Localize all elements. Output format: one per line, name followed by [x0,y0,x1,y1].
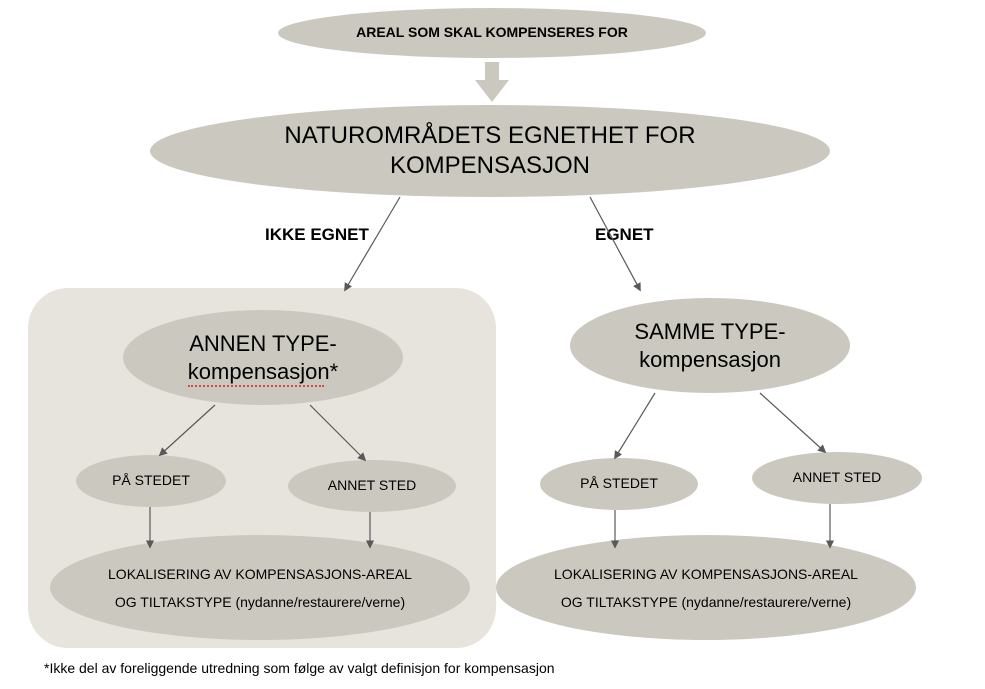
node-right-mid-line1: SAMME TYPE- [634,318,785,346]
node-left-mid: ANNEN TYPE- kompensasjon* [123,310,403,405]
footnote-text: *Ikke del av foreliggende utredning som … [44,660,555,676]
node-left-mid-line2: kompensasjon* [188,358,338,386]
node-right-a: PÅ STEDET [540,458,698,510]
node-top: AREAL SOM SKAL KOMPENSERES FOR [278,8,706,58]
node-right-a-text: PÅ STEDET [580,475,658,493]
node-left-bottom: LOKALISERING AV KOMPENSASJONS-AREAL OG T… [50,535,470,640]
node-left-bottom-line2: OG TILTAKSTYPE (nydanne/restaurere/verne… [108,588,412,616]
thick-arrow-icon [475,62,509,102]
branch-label-right: EGNET [595,225,654,245]
branch-label-left: IKKE EGNET [265,225,369,245]
branch-label-right-text: EGNET [595,225,654,244]
node-main-line2: KOMPENSASJON [284,151,695,181]
node-right-bottom-line2: OG TILTAKSTYPE (nydanne/restaurere/verne… [554,588,858,616]
branch-label-left-text: IKKE EGNET [265,225,369,244]
node-left-b-text: ANNET STED [328,477,416,495]
node-main: NATUROMRÅDETS EGNETHET FOR KOMPENSASJON [150,105,830,197]
node-right-bottom-line1: LOKALISERING AV KOMPENSASJONS-AREAL [554,560,858,588]
node-left-a: PÅ STEDET [76,455,226,507]
node-left-mid-line1: ANNEN TYPE- [188,330,338,358]
node-left-b: ANNET STED [288,460,456,512]
node-right-b: ANNET STED [752,452,922,504]
node-main-line1: NATUROMRÅDETS EGNETHET FOR [284,121,695,151]
spell-underline-icon [188,383,324,387]
footnote: *Ikke del av foreliggende utredning som … [44,660,555,676]
node-right-mid: SAMME TYPE- kompensasjon [570,298,850,393]
node-right-mid-line2: kompensasjon [634,346,785,374]
node-left-bottom-line1: LOKALISERING AV KOMPENSASJONS-AREAL [108,560,412,588]
node-right-b-text: ANNET STED [793,469,881,487]
node-right-bottom: LOKALISERING AV KOMPENSASJONS-AREAL OG T… [496,535,916,640]
node-top-text: AREAL SOM SKAL KOMPENSERES FOR [356,24,628,42]
node-left-a-text: PÅ STEDET [112,472,190,490]
